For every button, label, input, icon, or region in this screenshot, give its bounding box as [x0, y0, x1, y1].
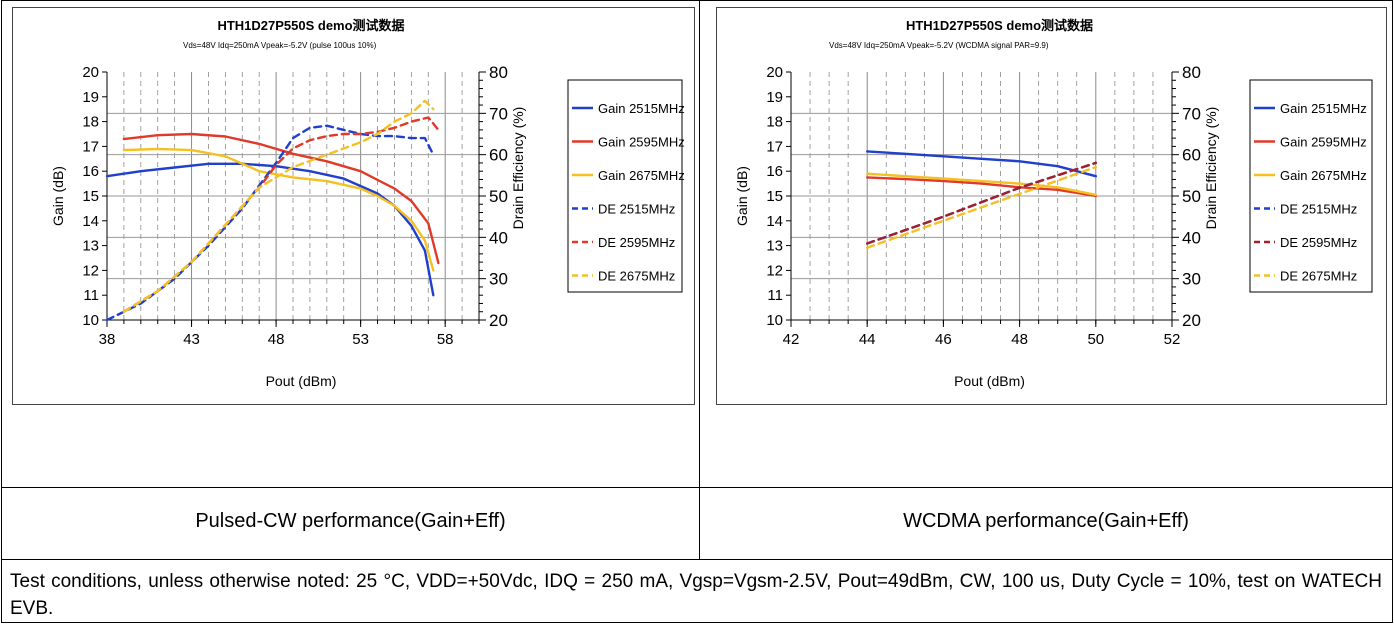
legend-label: Gain 2515MHz [598, 101, 685, 116]
series-line-gain-2595mhz [865, 176, 1097, 198]
y-axis-label: Gain (dB) [50, 166, 66, 226]
chart-title: HTH1D27P550S demo测试数据 [217, 18, 404, 33]
chart-subtitle: Vds=48V Idq=250mA Vpeak=-5.2V (WCDMA sig… [829, 41, 1049, 50]
x-axis-label: Pout (dBm) [954, 373, 1025, 389]
y-tick-label: 16 [82, 163, 99, 180]
wcdma-chart: HTH1D27P550S demo测试数据 Vds=48V Idq=250mA V… [734, 18, 1373, 389]
y-tick-label: 19 [766, 89, 783, 106]
series-line-gain-2515mhz [105, 162, 435, 297]
legend-label: DE 2595MHz [1280, 235, 1357, 250]
x-tick-label: 44 [859, 331, 876, 348]
y-tick-label: 11 [767, 287, 783, 304]
x-tick-label: 38 [99, 331, 116, 348]
y2-tick-label: 30 [1182, 270, 1201, 289]
chart-subtitle: Vds=48V Idq=250mA Vpeak=-5.2V (pulse 100… [183, 41, 377, 50]
chart-title: HTH1D27P550S demo测试数据 [906, 18, 1093, 33]
x-tick-label: 48 [1011, 331, 1028, 348]
y-tick-label: 17 [766, 138, 783, 155]
y-tick-label: 18 [82, 114, 99, 131]
y-tick-label: 10 [82, 312, 99, 329]
x-tick-label: 43 [183, 331, 200, 348]
y-tick-label: 18 [766, 114, 783, 131]
y2-tick-label: 30 [489, 270, 508, 289]
x-tick-label: 50 [1087, 331, 1104, 348]
column-divider [699, 0, 700, 559]
caption-wcdma: WCDMA performance(Gain+Eff) [903, 510, 1189, 532]
y2-tick-label: 80 [1182, 63, 1201, 82]
chart-left-panel: HTH1D27P550S demo测试数据 Vds=48V Idq=250mA V… [12, 7, 695, 405]
caption-pulsed-cw: Pulsed-CW performance(Gain+Eff) [195, 510, 506, 532]
legend-label: DE 2515MHz [598, 202, 675, 217]
legend-box [1249, 79, 1373, 293]
row-divider-caption [1, 487, 1393, 488]
y-tick-label: 16 [766, 163, 783, 180]
y-tick-label: 13 [766, 238, 783, 255]
x-tick-label: 46 [935, 331, 952, 348]
y-tick-label: 10 [766, 312, 783, 329]
x-tick-label: 42 [783, 331, 800, 348]
legend-label: DE 2595MHz [598, 235, 675, 250]
y-tick-label: 19 [82, 89, 99, 106]
legend-label: Gain 2515MHz [1280, 101, 1367, 116]
series-line-de-2675mhz [122, 99, 435, 313]
legend-label: DE 2675MHz [1280, 269, 1357, 284]
series-line-gain-2595mhz [122, 132, 440, 265]
legend-label: Gain 2675MHz [598, 168, 685, 183]
y-tick-label: 15 [82, 188, 99, 205]
series-line-de-2595mhz [865, 161, 1097, 245]
y2-tick-label: 40 [1182, 228, 1201, 247]
y-tick-label: 12 [766, 262, 783, 279]
y2-axis-label: Drain Efficiency (%) [1203, 107, 1219, 230]
row-divider-note [1, 559, 1393, 560]
series-line-gain-2675mhz [865, 172, 1097, 197]
y2-tick-label: 20 [1182, 311, 1201, 330]
series-line-de-2675mhz [865, 165, 1097, 249]
y2-tick-label: 50 [1182, 187, 1201, 206]
y-tick-label: 20 [82, 64, 99, 81]
legend-label: DE 2515MHz [1280, 202, 1357, 217]
x-tick-label: 53 [352, 331, 369, 348]
y-tick-label: 11 [83, 287, 99, 304]
y2-tick-label: 20 [489, 311, 508, 330]
x-tick-label: 48 [268, 331, 285, 348]
test-conditions-note: Test conditions, unless otherwise noted:… [10, 571, 1382, 619]
y2-axis-label: Drain Efficiency (%) [510, 107, 526, 230]
legend-label: Gain 2675MHz [1280, 168, 1367, 183]
y-tick-label: 20 [766, 64, 783, 81]
y2-tick-label: 60 [1182, 146, 1201, 165]
y2-tick-label: 40 [489, 228, 508, 247]
series-line-gain-2515mhz [865, 150, 1097, 178]
y2-tick-label: 60 [489, 146, 508, 165]
y-axis-label: Gain (dB) [734, 166, 750, 226]
y2-tick-label: 50 [489, 187, 508, 206]
legend-label: DE 2675MHz [598, 269, 675, 284]
pulsed-cw-chart: HTH1D27P550S demo测试数据 Vds=48V Idq=250mA V… [50, 18, 685, 389]
legend-label: Gain 2595MHz [598, 135, 685, 150]
series-line-gain-2675mhz [122, 147, 435, 272]
y-tick-label: 17 [82, 138, 99, 155]
legend-box [567, 79, 683, 293]
y-tick-label: 14 [82, 213, 99, 230]
legend-label: Gain 2595MHz [1280, 135, 1367, 150]
x-axis-label: Pout (dBm) [266, 373, 337, 389]
y2-tick-label: 70 [1182, 104, 1201, 123]
y2-tick-label: 70 [489, 104, 508, 123]
y-tick-label: 13 [82, 238, 99, 255]
y-tick-label: 12 [82, 262, 99, 279]
y2-tick-label: 80 [489, 63, 508, 82]
x-tick-label: 58 [437, 331, 454, 348]
y-tick-label: 15 [766, 188, 783, 205]
x-tick-label: 52 [1164, 331, 1181, 348]
y-tick-label: 14 [766, 213, 783, 230]
chart-right-panel: HTH1D27P550S demo测试数据 Vds=48V Idq=250mA V… [716, 7, 1387, 405]
